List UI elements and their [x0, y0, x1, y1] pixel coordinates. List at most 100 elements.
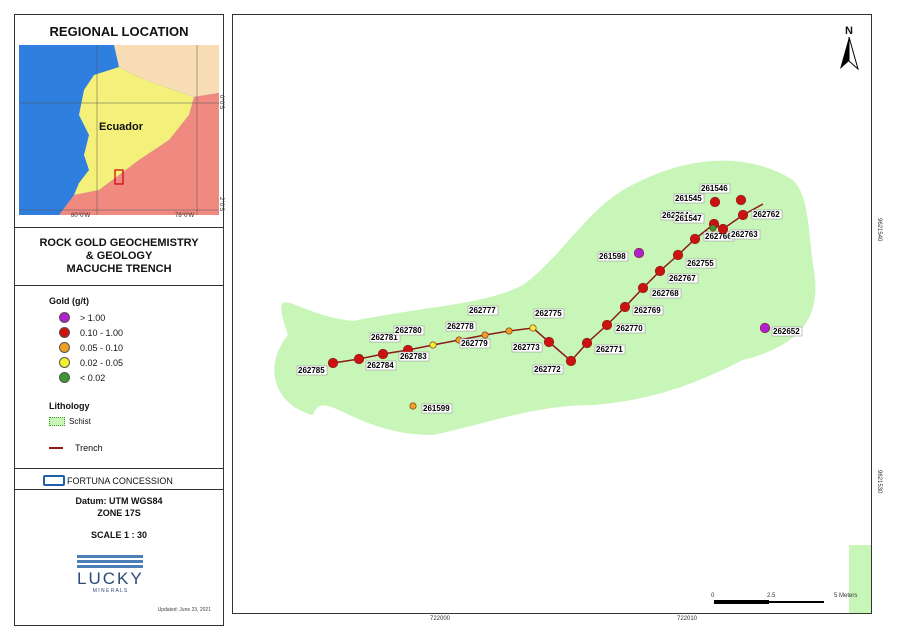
- lucky-minerals-logo: LUCKY M I N E R A L S: [77, 555, 143, 594]
- sample-label-box: [597, 251, 629, 262]
- legend-title-line: MACUCHE TRENCH: [66, 263, 172, 275]
- sample-point[interactable]: [709, 196, 721, 208]
- sample-label-box: [771, 326, 803, 337]
- sample-label: 262762: [753, 210, 780, 219]
- sample-label: 262773: [513, 343, 540, 352]
- schist-polygon: [274, 160, 816, 436]
- sample-point[interactable]: [327, 357, 339, 369]
- sample-label-box: [729, 229, 761, 240]
- sample-label-box: [685, 258, 717, 269]
- sample-label: 261598: [599, 252, 626, 261]
- sample-label: 262781: [371, 333, 398, 342]
- sample-label: 262769: [634, 306, 661, 315]
- gold-legend-item: 0.05 - 0.10: [59, 342, 123, 353]
- x-axis-tick: 722000: [430, 616, 451, 622]
- gold-legend-label: 0.05 - 0.10: [80, 342, 124, 353]
- sample-point[interactable]: [529, 324, 537, 332]
- sample-point[interactable]: [565, 355, 577, 367]
- sample-label-box: [751, 209, 783, 220]
- legend-panel: REGIONAL LOCATION Ecuador 80°0'W 78°0'W …: [14, 14, 224, 626]
- sample-label: 261599: [423, 404, 450, 413]
- sample-point[interactable]: [633, 247, 645, 259]
- gold-legend-dot: [59, 357, 70, 368]
- sample-label: 262778: [447, 322, 474, 331]
- concession-swatch: [43, 475, 65, 486]
- sample-point[interactable]: [353, 353, 365, 365]
- sample-label-box: [445, 321, 477, 332]
- sample-point[interactable]: [672, 249, 684, 261]
- gold-legend-heading: Gold (g/t): [49, 296, 89, 306]
- sample-label-box: [614, 323, 646, 334]
- sample-label: 261546: [701, 184, 728, 193]
- scale-label: 0: [711, 593, 715, 599]
- sample-point[interactable]: [654, 265, 666, 277]
- schist-polygon: [849, 545, 871, 613]
- sample-point[interactable]: [619, 301, 631, 313]
- sample-point[interactable]: [637, 282, 649, 294]
- sample-label: 262755: [687, 259, 714, 268]
- inset-lat-tick: 0°0'S: [218, 95, 224, 110]
- gold-legend-label: 0.10 - 1.00: [80, 327, 124, 338]
- x-axis-tick: 722010: [677, 616, 698, 622]
- sample-point[interactable]: [601, 319, 613, 331]
- legend-title-line: & GEOLOGY: [85, 250, 153, 262]
- north-arrow-icon: [840, 36, 859, 71]
- sample-point[interactable]: [429, 341, 437, 349]
- sample-point[interactable]: [377, 348, 389, 360]
- sample-label-box: [511, 342, 543, 353]
- sample-label: 262784: [367, 361, 394, 370]
- y-axis-tick: 9621540: [876, 218, 882, 242]
- sample-label-box: [699, 183, 731, 194]
- sample-point[interactable]: [409, 402, 417, 410]
- sample-label: 262780: [395, 326, 422, 335]
- trench-line: [332, 203, 764, 364]
- sample-label: 262763: [731, 230, 758, 239]
- trench-label: Trench: [75, 443, 103, 453]
- regional-inset-map: [19, 45, 219, 215]
- map-canvas: 262785 262784 262781 262783 262780 262778 2627…: [274, 160, 871, 613]
- sample-point[interactable]: [689, 233, 701, 245]
- sample-point[interactable]: [735, 194, 747, 206]
- sample-point[interactable]: [481, 331, 489, 339]
- sample-label: 262771: [596, 345, 623, 354]
- gold-legend-item: > 1.00: [59, 312, 105, 323]
- sample-point[interactable]: [543, 336, 555, 348]
- gold-legend-dot: [59, 327, 70, 338]
- sample-label-box: [459, 338, 491, 349]
- scale-label: 5 Meters: [834, 593, 858, 599]
- logo-word: LUCKY: [77, 569, 144, 588]
- scale-bar: [714, 600, 824, 605]
- sample-label-box: [421, 403, 453, 414]
- sample-point[interactable]: [581, 337, 593, 349]
- sample-label: 262767: [669, 274, 696, 283]
- gold-legend-item: < 0.02: [59, 372, 105, 383]
- inset-country-label: Ecuador: [99, 121, 144, 133]
- updated-date: Updated: June 23, 2021: [157, 607, 211, 613]
- gold-legend-dot: [59, 372, 70, 383]
- sample-point[interactable]: [737, 209, 749, 221]
- sample-label: 262770: [616, 324, 643, 333]
- lithology-heading: Lithology: [49, 401, 90, 411]
- sample-point[interactable]: [717, 223, 729, 235]
- schist-label: Schist: [69, 417, 91, 426]
- north-label: N: [845, 25, 853, 37]
- sample-label-box: [594, 344, 626, 355]
- scale-text: SCALE 1 : 30: [90, 530, 148, 540]
- sample-point[interactable]: [709, 224, 717, 232]
- sample-label-box: [673, 193, 705, 204]
- y-axis-tick: 9621530: [876, 470, 882, 494]
- schist-swatch: [49, 417, 65, 426]
- sample-label-box: [533, 308, 565, 319]
- map-frame: 262785 262784 262781 262783 262780 262778 2627…: [232, 14, 872, 614]
- sample-label: 262772: [534, 365, 561, 374]
- project-location-marker: [114, 169, 124, 185]
- sample-label: 262768: [652, 289, 679, 298]
- sample-point[interactable]: [505, 327, 513, 335]
- sample-point[interactable]: [759, 322, 771, 334]
- sample-label-box: [393, 325, 425, 336]
- sample-label-box: [398, 351, 430, 362]
- sample-label-box: [369, 332, 401, 343]
- inset-lon-tick: 78°0'W: [175, 213, 195, 219]
- gold-legend-item: 0.10 - 1.00: [59, 327, 123, 338]
- sample-label-box: [467, 305, 499, 316]
